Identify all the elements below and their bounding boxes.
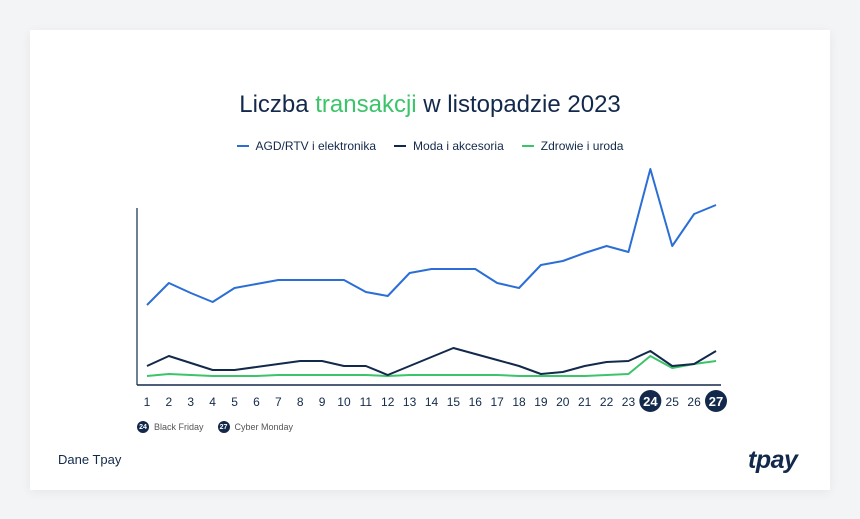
x-tick-label: 7 (275, 395, 282, 409)
series-line-agd-rtv-i-elektronika (146, 168, 717, 306)
x-tick-label: 27 (709, 394, 723, 409)
x-tick-label: 14 (425, 395, 439, 409)
x-tick-label: 20 (556, 395, 570, 409)
x-tick-label: 21 (578, 395, 592, 409)
series-line-moda-i-akcesoria (146, 347, 717, 376)
note-label: Cyber Monday (234, 422, 294, 432)
legend-label: Zdrowie i uroda (540, 139, 624, 153)
chart-card (30, 30, 830, 490)
tpay-logo: tpay (748, 446, 798, 474)
note-cyber-monday: 27 Cyber Monday (217, 421, 294, 433)
highlight-badge (639, 390, 662, 412)
x-tick-label: 26 (687, 395, 701, 409)
highlight-badge (705, 390, 727, 412)
x-tick-label: 1 (144, 395, 151, 409)
legend: AGD/RTV i elektronika Moda i akcesoria Z… (0, 139, 860, 153)
title-highlight: transakcji (315, 91, 417, 118)
x-tick-label: 25 (666, 395, 680, 409)
legend-swatch (394, 145, 407, 147)
x-tick-label: 12 (381, 395, 395, 409)
legend-label: AGD/RTV i elektronika (255, 139, 377, 153)
chart-title: Liczba transakcji w listopadzie 2023 (0, 91, 860, 119)
x-tick-label: 22 (600, 395, 614, 409)
x-tick-label: 6 (253, 395, 260, 409)
day-badge: 27 (217, 421, 230, 433)
x-tick-label: 2 (166, 395, 173, 409)
legend-item: Moda i akcesoria (394, 139, 504, 153)
day-badge: 24 (137, 421, 149, 433)
note-black-friday: 24 Black Friday (137, 421, 204, 433)
series-line-zdrowie-i-uroda (146, 355, 717, 377)
legend-swatch (236, 145, 249, 147)
x-tick-label: 17 (490, 395, 504, 409)
x-tick-label: 19 (534, 395, 548, 409)
legend-item: Zdrowie i uroda (521, 139, 624, 153)
x-tick-label: 10 (337, 395, 351, 409)
annotations: 24 Black Friday 27 Cyber Monday (137, 421, 293, 433)
x-tick-label: 13 (403, 395, 417, 409)
legend-swatch (521, 145, 534, 147)
x-tick-label: 5 (231, 395, 238, 409)
x-tick-label: 16 (469, 395, 483, 409)
x-tick-label: 18 (512, 395, 526, 409)
x-tick-label: 9 (319, 395, 326, 409)
source-label: Dane Tpay (58, 452, 122, 467)
title-text-end: w listopadzie 2023 (416, 91, 621, 118)
x-tick-label: 23 (622, 395, 636, 409)
x-tick-label: 15 (447, 395, 461, 409)
x-tick-label: 24 (643, 394, 658, 409)
title-text: Liczba (239, 91, 316, 118)
x-tick-label: 3 (187, 395, 194, 409)
x-tick-label: 11 (360, 395, 373, 409)
note-label: Black Friday (154, 422, 204, 432)
x-tick-label: 8 (297, 395, 304, 409)
legend-label: Moda i akcesoria (413, 139, 504, 153)
x-tick-label: 4 (209, 395, 216, 409)
legend-item: AGD/RTV i elektronika (236, 139, 377, 153)
